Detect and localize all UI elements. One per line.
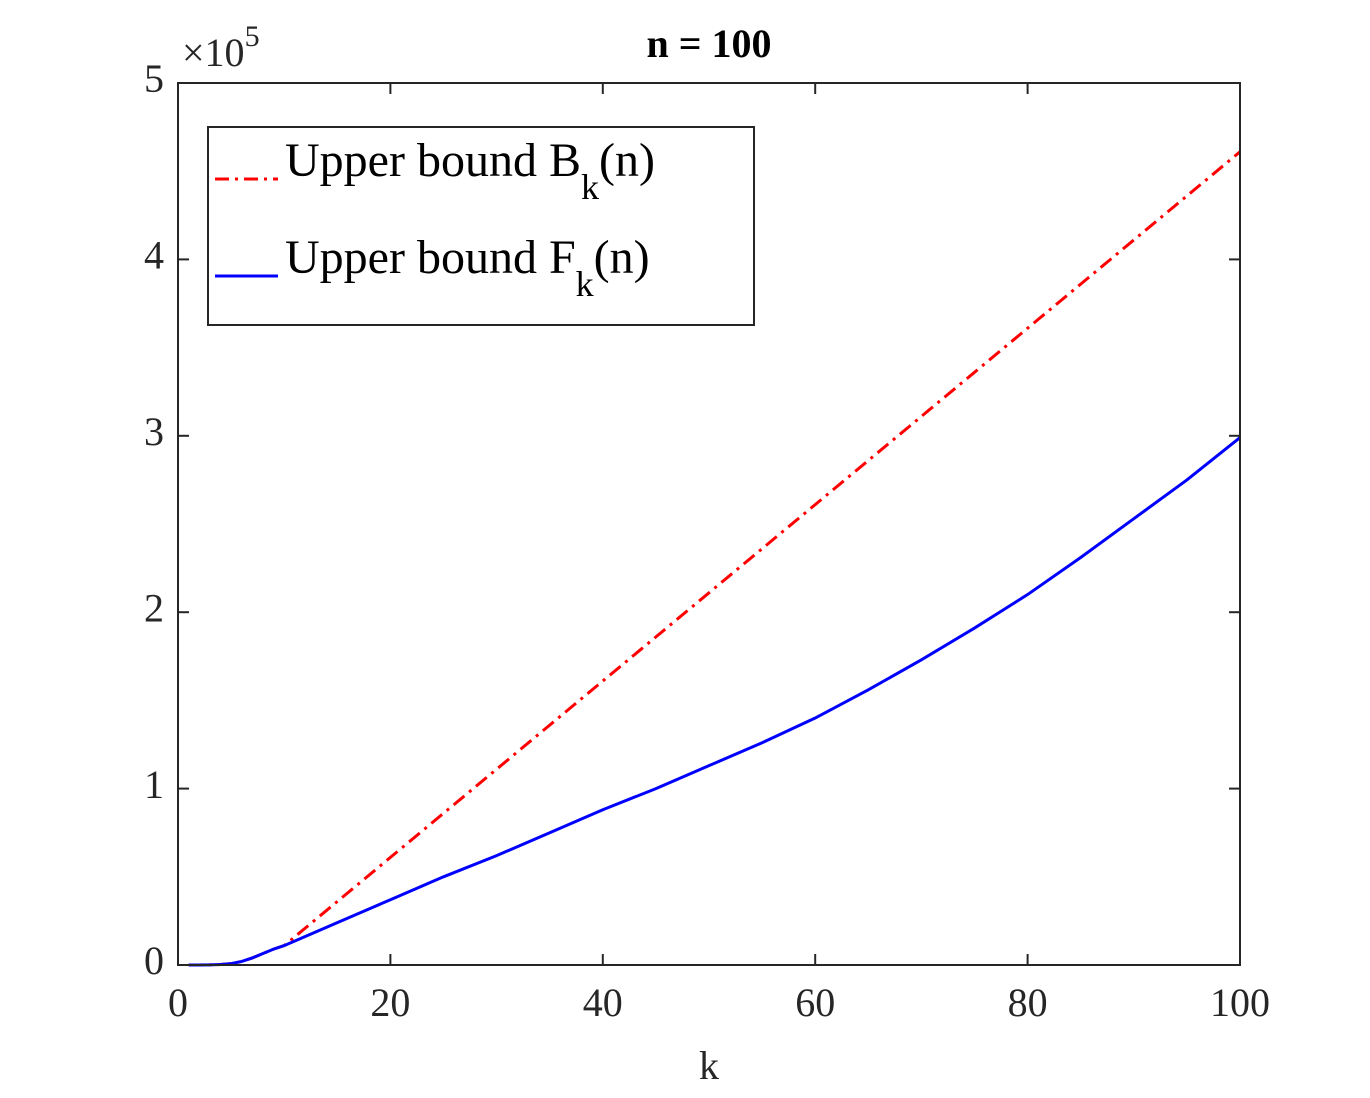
x-tick-label: 60	[795, 980, 835, 1025]
legend-name: Upper bound F	[285, 231, 576, 284]
x-tick-label: 0	[168, 980, 188, 1025]
y-tick-label: 0	[144, 938, 164, 983]
x-tick-label: 40	[583, 980, 623, 1025]
y-scale-base: ×10	[182, 30, 245, 75]
x-tick-label: 80	[1008, 980, 1048, 1025]
data-line	[188, 150, 1241, 967]
legend-name: Upper bound B	[285, 134, 581, 187]
legend-sub: k	[576, 264, 594, 304]
y-scale-label: ×105	[182, 20, 260, 75]
y-tick-label: 1	[144, 762, 164, 807]
y-tick-label: 4	[144, 233, 164, 278]
legend-label: Upper bound Fk(n)	[285, 231, 650, 304]
legend-box	[207, 126, 755, 326]
x-tick-label: 20	[370, 980, 410, 1025]
y-tick-label: 3	[144, 409, 164, 454]
x-tick-label: 100	[1210, 980, 1270, 1025]
y-scale-exponent: 5	[245, 20, 260, 53]
chart-title: n = 100	[646, 21, 771, 66]
legend-label: Upper bound Bk(n)	[285, 134, 655, 207]
legend-sub: k	[581, 167, 599, 207]
legend: Upper bound Bk(n)Upper bound Fk(n)	[207, 126, 755, 326]
legend-end: (n)	[599, 134, 655, 187]
legend-end: (n)	[594, 231, 650, 284]
y-tick-label: 5	[144, 56, 164, 101]
y-tick-label: 2	[144, 585, 164, 630]
plot-frame	[177, 82, 1241, 966]
x-axis-label: k	[699, 1043, 719, 1088]
data-line	[188, 436, 1241, 967]
